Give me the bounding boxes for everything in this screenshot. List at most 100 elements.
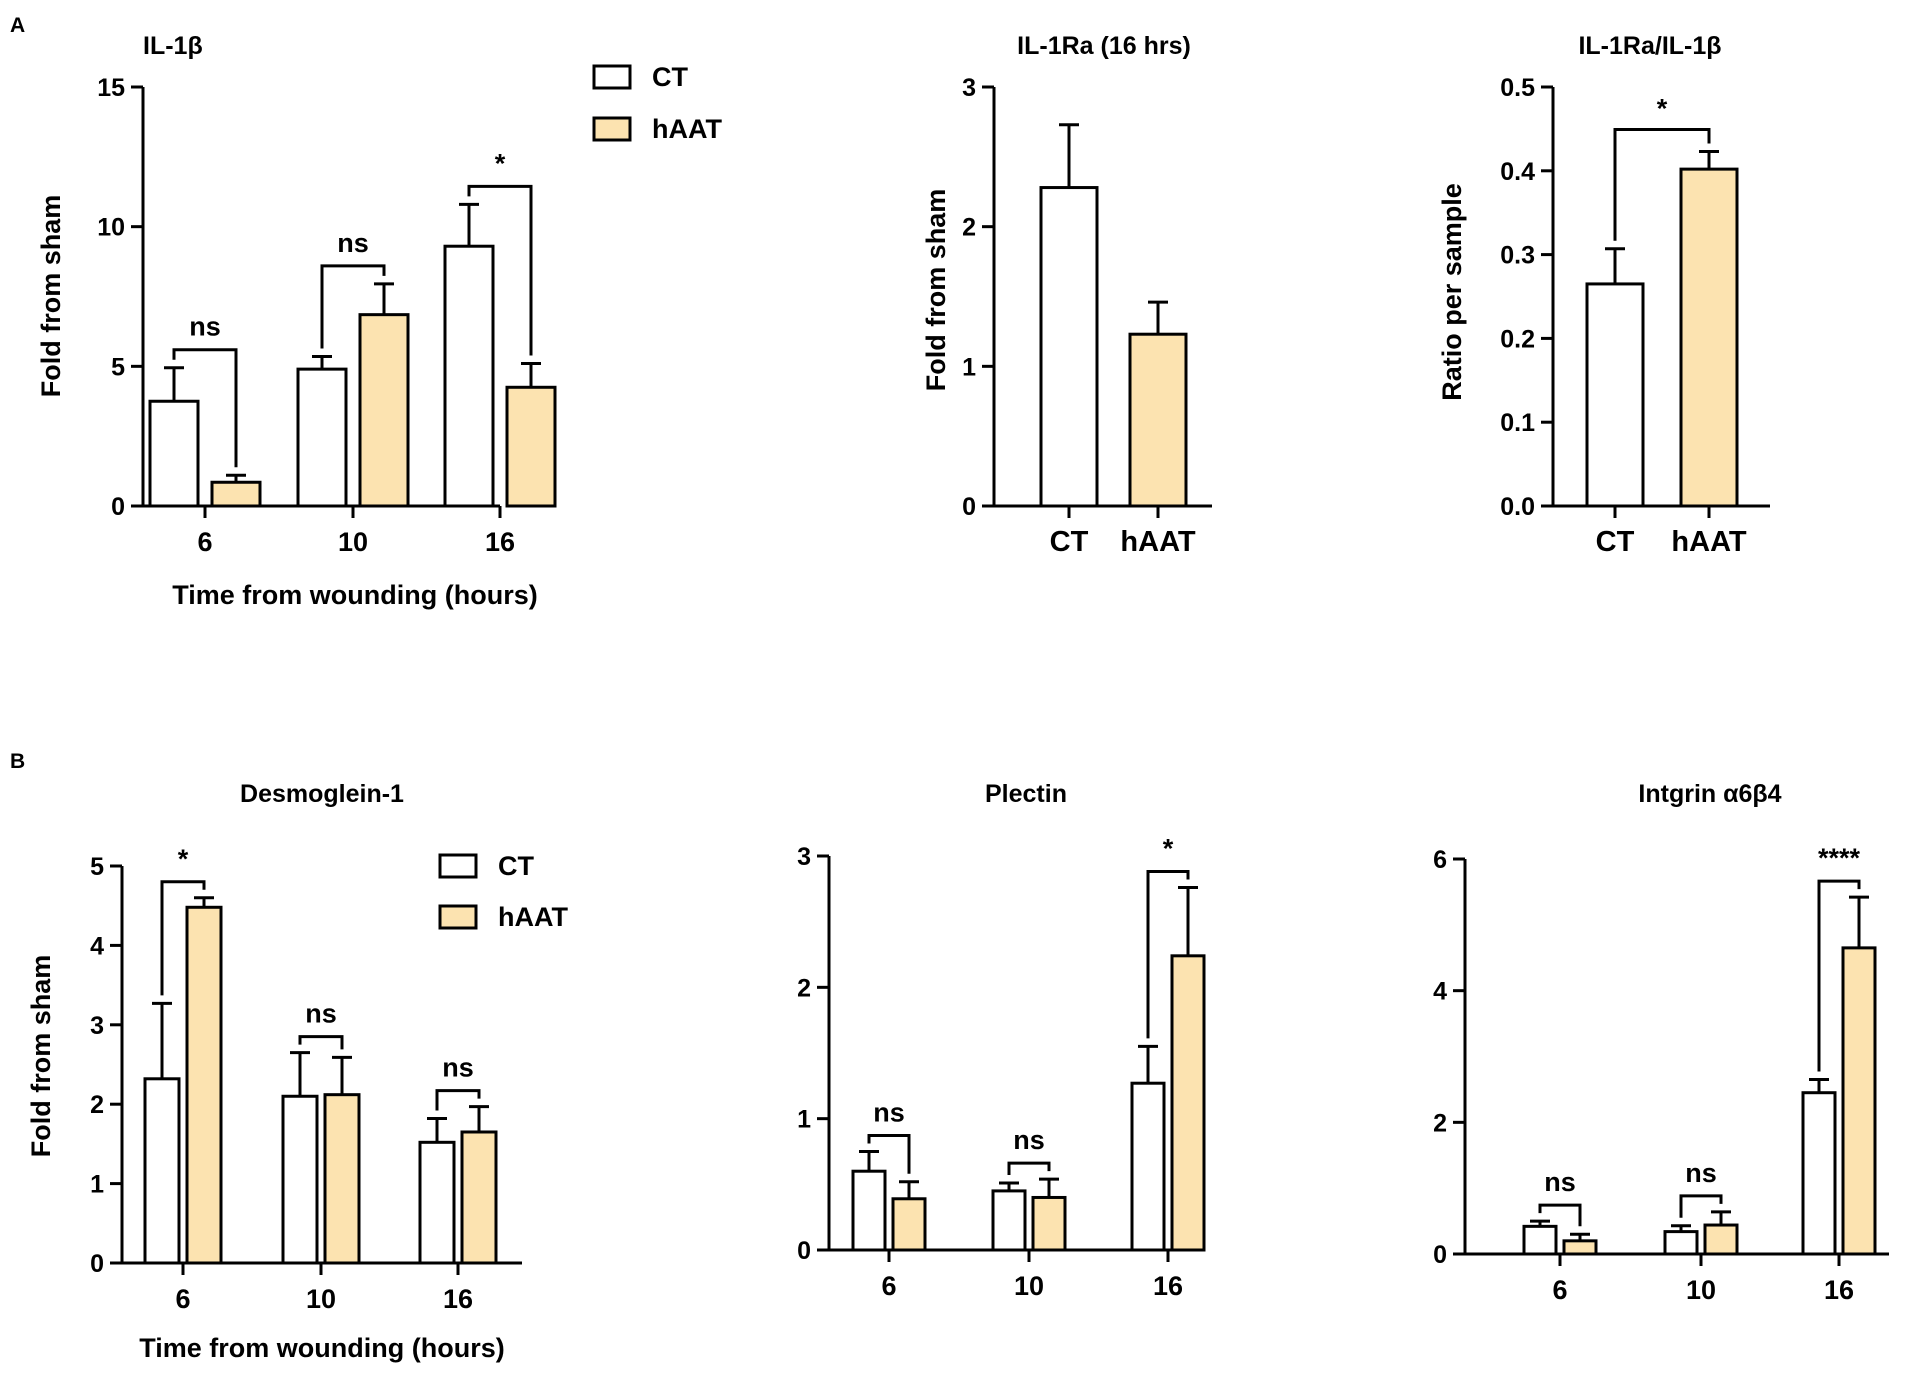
y-tick-label: 0 <box>962 493 976 521</box>
bar-ct <box>991 1189 1027 1252</box>
y-tick-label: 10 <box>97 214 125 242</box>
y-tick-label: 2 <box>797 974 811 1002</box>
significance-bracket <box>1007 1161 1051 1176</box>
significance-label: ns <box>442 1053 474 1083</box>
chart-title: Plectin <box>985 780 1067 808</box>
chart-title: Desmoglein-1 <box>240 780 404 808</box>
bar-haat <box>1031 1195 1067 1252</box>
x-tick-label: 6 <box>197 527 212 557</box>
y-tick-label: 0 <box>90 1250 104 1278</box>
bar-ct <box>443 244 495 508</box>
significance-bracket <box>320 264 386 349</box>
y-tick-label: 4 <box>1433 978 1447 1006</box>
y-axis-label: Ratio per sample <box>1437 183 1467 401</box>
significance-label: * <box>1657 94 1668 124</box>
bar-ct <box>143 1077 181 1265</box>
significance-bracket <box>1817 879 1861 1072</box>
il1b-chart: IL-1β 0 5 10 15 Fold from sham Time from wound… <box>36 32 722 610</box>
significance-label: ns <box>1013 1125 1045 1155</box>
y-tick-label: 3 <box>797 843 811 871</box>
y-tick-label: 0.2 <box>1500 325 1535 353</box>
y-tick-label: 0.4 <box>1500 158 1535 186</box>
significance-label: * <box>495 148 506 178</box>
chart-title: Intgrin α6β4 <box>1638 780 1781 808</box>
significance-label: ns <box>305 999 337 1029</box>
bar-ct <box>281 1094 319 1265</box>
y-tick-label: 5 <box>111 353 125 381</box>
bar-haat <box>1703 1223 1739 1256</box>
y-tick-label: 2 <box>90 1091 104 1119</box>
significance-bracket <box>1538 1203 1582 1227</box>
bar-haat <box>323 1093 361 1265</box>
bar-ct <box>1801 1091 1837 1256</box>
x-axis-label: Time from wounding (hours) <box>139 1333 504 1363</box>
significance-bracket <box>467 184 533 356</box>
y-tick-label: 1 <box>962 353 976 381</box>
y-tick-label: 0 <box>111 493 125 521</box>
significance-label: ns <box>1544 1167 1576 1197</box>
x-tick-label: CT <box>1050 526 1089 558</box>
y-tick-label: 3 <box>90 1012 104 1040</box>
y-tick-label: 0 <box>797 1237 811 1265</box>
chart-title: IL-1β <box>143 32 203 60</box>
bar-ct <box>1522 1224 1558 1256</box>
x-tick-label: CT <box>1596 526 1635 558</box>
x-tick-label: 6 <box>175 1284 190 1314</box>
x-tick-label: hAAT <box>1671 526 1746 558</box>
bar-haat <box>460 1130 498 1265</box>
y-tick-label: 1 <box>797 1106 811 1134</box>
bar-ct <box>851 1169 887 1252</box>
bar-haat <box>1841 946 1877 1256</box>
bar-haat <box>1562 1239 1598 1256</box>
x-tick-label: 16 <box>1824 1275 1854 1305</box>
significance-label: * <box>178 844 189 874</box>
significance-label: ns <box>873 1098 905 1128</box>
bar-ct <box>1039 186 1099 508</box>
x-tick-label: 16 <box>485 527 515 557</box>
legend-label: CT <box>498 851 534 881</box>
bar-haat <box>505 385 557 508</box>
significance-bracket <box>867 1134 911 1174</box>
y-tick-label: 4 <box>90 932 104 960</box>
significance-bracket <box>1613 128 1711 241</box>
x-tick-label: 16 <box>1153 1271 1183 1301</box>
x-axis-label: Time from wounding (hours) <box>172 580 537 610</box>
bar-ct <box>1130 1081 1166 1252</box>
y-tick-label: 15 <box>97 74 125 102</box>
x-tick-label: 16 <box>443 1284 473 1314</box>
legend-label: CT <box>652 62 688 92</box>
bar-haat <box>1170 954 1206 1252</box>
x-tick-label: 10 <box>1686 1275 1716 1305</box>
bar-haat <box>185 905 223 1265</box>
significance-label: **** <box>1818 843 1861 873</box>
y-tick-label: 5 <box>90 853 104 881</box>
y-tick-label: 0.1 <box>1500 409 1535 437</box>
bar-ct <box>1585 282 1645 508</box>
significance-bracket <box>160 880 206 996</box>
legend-swatch <box>438 853 478 879</box>
chart-title: IL-1Ra (16 hrs) <box>1017 32 1191 60</box>
panel-label-a: A <box>10 14 25 37</box>
x-tick-label: 10 <box>1014 1271 1044 1301</box>
significance-bracket <box>172 348 238 468</box>
significance-bracket <box>1679 1194 1723 1218</box>
x-tick-label: hAAT <box>1120 526 1195 558</box>
desmoglein1-chart: Desmoglein-1 0 1 2 3 4 5 Fold from sham Time fro… <box>26 780 568 1363</box>
y-tick-label: 0.5 <box>1500 74 1535 102</box>
x-tick-label: 10 <box>338 527 368 557</box>
bar-ct <box>296 367 348 508</box>
significance-bracket <box>1146 870 1190 1039</box>
legend-label: hAAT <box>498 902 568 932</box>
integrin-a6b4-chart: Intgrin α6β4 0 2 4 6 6 ns 10 ns 16 **** <box>1433 780 1889 1305</box>
bar-haat <box>1679 167 1739 508</box>
y-tick-label: 6 <box>1433 846 1447 874</box>
legend-swatch <box>438 904 478 930</box>
y-axis-label: Fold from sham <box>26 955 56 1158</box>
significance-label: ns <box>1685 1158 1717 1188</box>
bar-haat <box>891 1197 927 1252</box>
legend-label: hAAT <box>652 114 722 144</box>
y-axis-label: Fold from sham <box>36 195 66 398</box>
y-tick-label: 1 <box>90 1171 104 1199</box>
chart-title: IL-1Ra/IL-1β <box>1578 32 1721 60</box>
panel-label-b: B <box>10 750 25 773</box>
